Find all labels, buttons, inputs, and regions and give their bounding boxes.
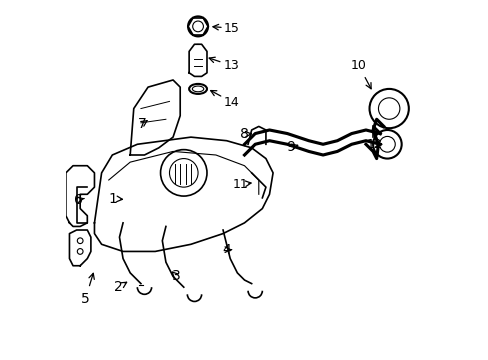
Text: 6: 6 <box>74 193 82 207</box>
Text: 13: 13 <box>224 59 240 72</box>
Polygon shape <box>247 126 265 144</box>
Polygon shape <box>69 230 91 266</box>
Text: 8: 8 <box>240 127 248 141</box>
Text: 14: 14 <box>224 96 240 109</box>
Text: 12: 12 <box>366 138 382 151</box>
Polygon shape <box>189 44 206 76</box>
Polygon shape <box>66 166 94 226</box>
Text: 11: 11 <box>233 178 248 191</box>
Text: 10: 10 <box>350 59 366 72</box>
Text: 15: 15 <box>224 22 240 35</box>
Text: 1: 1 <box>108 192 117 206</box>
Text: 9: 9 <box>286 140 295 154</box>
Text: 3: 3 <box>172 269 181 283</box>
Text: 4: 4 <box>222 243 230 257</box>
Polygon shape <box>94 137 272 251</box>
Text: 2: 2 <box>114 280 123 294</box>
Polygon shape <box>130 80 180 155</box>
Text: 7: 7 <box>138 117 147 131</box>
Text: 5: 5 <box>81 292 90 306</box>
